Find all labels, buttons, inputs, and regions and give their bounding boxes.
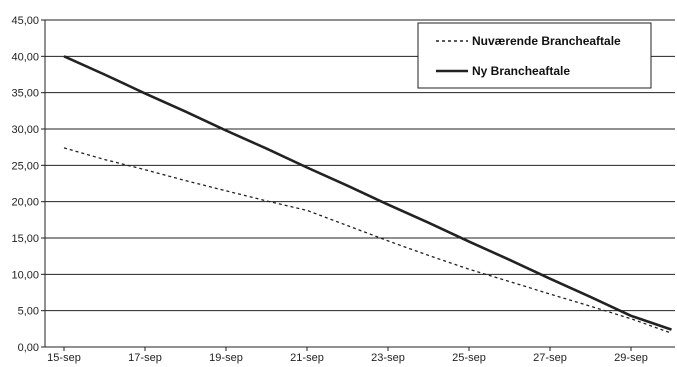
x-tick-label: 19-sep [209,352,243,364]
y-tick-label: 25,00 [11,160,39,172]
y-tick-label: 20,00 [11,197,39,209]
x-tick-label: 21-sep [290,352,324,364]
y-tick-label: 15,00 [11,233,39,245]
x-tick-label: 23-sep [371,352,405,364]
y-tick-label: 45,00 [11,15,39,27]
y-tick-label: 35,00 [11,88,39,100]
legend-label-series-1: Ny Brancheaftale [472,64,570,78]
y-tick-label: 5,00 [18,306,39,318]
gridlines [45,19,675,312]
y-tick-label: 30,00 [11,124,39,136]
x-tick-label: 27-sep [533,352,567,364]
legend-box [417,22,652,89]
y-axis-ticks: 0,00 5,00 10,00 15,00 20,00 25,00 30,00 35,00 40… [11,15,45,354]
x-tick-label: 29-sep [614,352,648,364]
y-tick-label: 10,00 [11,269,39,281]
legend-label-series-0: Nuværende Brancheaftale [472,34,621,48]
y-tick-label: 40,00 [11,51,39,63]
x-tick-label: 25-sep [452,352,486,364]
x-tick-label: 17-sep [128,352,162,364]
series-lines [63,55,672,334]
y-tick-label: 0,00 [18,342,39,354]
x-tick-label: 15-sep [47,352,81,364]
series-line-1 [63,55,672,331]
series-line-0 [63,147,672,334]
legend: Nuværende Brancheaftale Ny Brancheaftale [417,22,652,89]
x-axis-ticks: 15-sep 17-sep 19-sep 21-sep 23-sep 25-sep 27-s… [47,347,648,364]
